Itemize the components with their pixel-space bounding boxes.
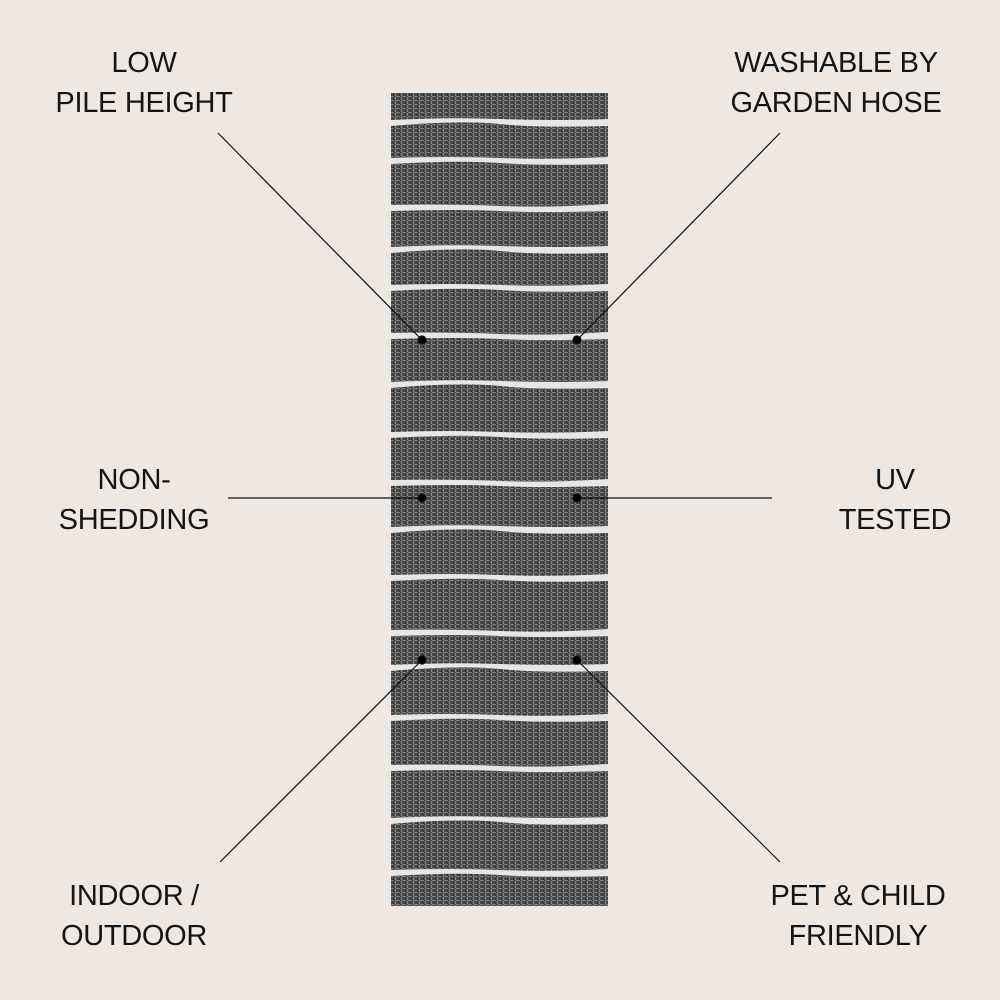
- label-low-pile-height: LOW PILE HEIGHT: [55, 47, 233, 119]
- label-indoor-outdoor: INDOOR / OUTDOOR: [60, 880, 208, 952]
- rug-stripe: [391, 525, 608, 534]
- rug-stripe: [391, 869, 608, 877]
- callout-dot-washable-by-garden-hose: [572, 335, 582, 345]
- rug-stripe: [391, 204, 608, 212]
- rug-stripe: [391, 629, 608, 637]
- callout-dot-non-shedding: [417, 493, 427, 503]
- rug-stripe: [391, 714, 608, 722]
- label-uv-tested: UV TESTED: [838, 464, 952, 536]
- rug-stripe: [391, 380, 608, 389]
- callout-line-washable-by-garden-hose: [576, 132, 781, 341]
- rug-stripe: [391, 245, 608, 254]
- rug-stripe: [391, 764, 608, 772]
- rug-stripe: [391, 574, 608, 582]
- callout-line-indoor-outdoor: [219, 659, 423, 863]
- rug-stripe: [391, 284, 608, 292]
- label-non-shedding: NON- SHEDDING: [58, 464, 210, 536]
- callout-line-pet-child-friendly: [576, 659, 781, 863]
- callout-line-low-pile-height: [217, 132, 423, 341]
- callout-dot-uv-tested: [572, 493, 582, 503]
- rug-stripe: [391, 479, 608, 487]
- rug-stripe: [391, 157, 608, 165]
- label-pet-child-friendly: PET & CHILD FRIENDLY: [770, 880, 946, 952]
- rug-stripe: [391, 431, 608, 439]
- callout-dot-indoor-outdoor: [417, 655, 427, 665]
- rug-stripe: [391, 663, 608, 672]
- callout-dot-pet-child-friendly: [572, 655, 582, 665]
- callout-dot-low-pile-height: [417, 335, 427, 345]
- rug-stripe: [391, 118, 608, 127]
- rug-stripe: [391, 816, 608, 825]
- rug-stripe: [391, 332, 608, 340]
- label-washable-by-garden-hose: WASHABLE BY GARDEN HOSE: [730, 47, 942, 119]
